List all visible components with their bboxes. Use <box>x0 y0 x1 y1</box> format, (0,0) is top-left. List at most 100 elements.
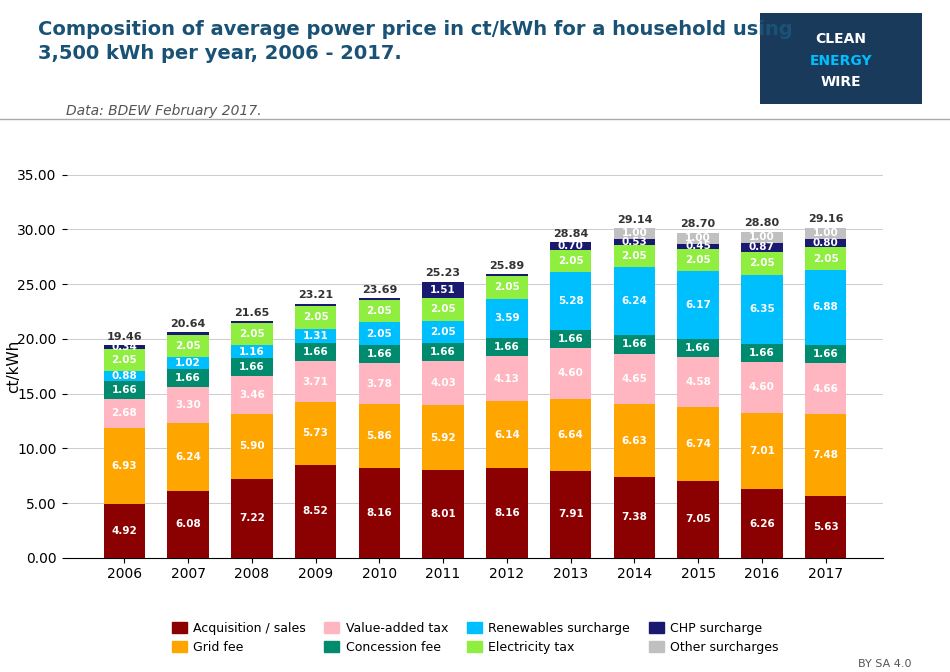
Bar <box>423 321 464 343</box>
Bar <box>805 364 846 414</box>
Bar <box>167 358 209 369</box>
Text: 7.38: 7.38 <box>621 512 647 522</box>
Bar <box>294 304 336 306</box>
Bar <box>104 371 145 380</box>
Bar <box>805 247 846 270</box>
Text: 19.46: 19.46 <box>106 331 142 341</box>
Text: 1.66: 1.66 <box>239 362 265 372</box>
Text: 23.69: 23.69 <box>362 285 397 295</box>
Bar <box>167 423 209 491</box>
Bar <box>614 405 656 477</box>
Text: 6.64: 6.64 <box>558 430 583 440</box>
Text: 1.51: 1.51 <box>430 285 456 295</box>
Text: 5.86: 5.86 <box>367 431 392 442</box>
Bar <box>294 402 336 464</box>
Bar <box>486 468 527 558</box>
Text: 25.89: 25.89 <box>489 261 524 271</box>
Bar <box>486 274 527 276</box>
Text: 0.34: 0.34 <box>111 341 138 351</box>
Text: 1.66: 1.66 <box>175 373 201 383</box>
Text: 1.00: 1.00 <box>813 228 839 238</box>
Bar <box>550 398 591 471</box>
Bar <box>677 339 719 357</box>
Bar <box>423 282 464 298</box>
Bar <box>677 249 719 271</box>
Bar <box>294 329 336 343</box>
Bar <box>741 362 783 413</box>
Text: 23.21: 23.21 <box>298 290 333 300</box>
Bar <box>104 345 145 349</box>
Bar <box>677 407 719 480</box>
Bar <box>741 413 783 489</box>
Text: 6.63: 6.63 <box>621 435 647 446</box>
Bar <box>104 380 145 398</box>
Text: 29.14: 29.14 <box>617 214 652 224</box>
Text: 1.66: 1.66 <box>813 349 839 360</box>
Bar <box>167 369 209 387</box>
Bar <box>805 345 846 364</box>
Bar <box>167 387 209 423</box>
Text: 1.66: 1.66 <box>621 339 647 349</box>
Bar <box>614 267 656 335</box>
Bar <box>614 477 656 558</box>
FancyBboxPatch shape <box>760 13 922 104</box>
Text: 7.22: 7.22 <box>239 513 265 523</box>
Text: 1.66: 1.66 <box>303 347 329 357</box>
Text: 1.66: 1.66 <box>749 348 775 358</box>
Bar <box>231 321 273 323</box>
Text: 6.35: 6.35 <box>749 304 775 314</box>
Text: 2.05: 2.05 <box>111 355 137 365</box>
Bar <box>677 244 719 249</box>
Text: 1.66: 1.66 <box>494 342 520 352</box>
Text: 6.17: 6.17 <box>685 300 711 310</box>
Text: 1.00: 1.00 <box>621 228 647 239</box>
Text: 4.66: 4.66 <box>812 384 839 394</box>
Text: 28.84: 28.84 <box>553 229 588 239</box>
Bar <box>167 332 209 335</box>
Bar <box>359 323 400 345</box>
Text: Data: BDEW February 2017.: Data: BDEW February 2017. <box>66 104 262 118</box>
Text: 7.48: 7.48 <box>812 450 839 460</box>
Bar <box>359 298 400 300</box>
Legend: Acquisition / sales, Grid fee, Value-added tax, Concession fee, Renewables surch: Acquisition / sales, Grid fee, Value-add… <box>166 617 784 659</box>
Bar <box>231 345 273 358</box>
Bar <box>423 362 464 405</box>
Bar <box>677 480 719 558</box>
Text: 1.66: 1.66 <box>558 334 583 344</box>
Text: 2.05: 2.05 <box>239 329 265 339</box>
Text: 1.66: 1.66 <box>111 384 137 394</box>
Text: 2.05: 2.05 <box>367 329 392 339</box>
Bar <box>486 298 527 338</box>
Bar <box>231 358 273 376</box>
Bar <box>486 401 527 468</box>
Bar <box>550 348 591 398</box>
Text: 8.52: 8.52 <box>303 506 329 516</box>
Text: 4.60: 4.60 <box>749 382 775 392</box>
Bar <box>294 306 336 329</box>
Bar <box>614 335 656 353</box>
Text: 29.16: 29.16 <box>808 214 844 224</box>
Bar <box>741 243 783 252</box>
Text: 2.05: 2.05 <box>430 304 456 314</box>
Text: ENERGY: ENERGY <box>809 54 872 68</box>
Text: 0.80: 0.80 <box>813 238 839 248</box>
Bar <box>614 245 656 267</box>
Text: 0.45: 0.45 <box>685 241 711 251</box>
Bar <box>104 398 145 428</box>
Text: 7.91: 7.91 <box>558 509 583 519</box>
Text: 20.64: 20.64 <box>170 319 206 329</box>
Text: 8.16: 8.16 <box>494 508 520 518</box>
Text: 3.71: 3.71 <box>303 376 329 386</box>
Bar <box>231 478 273 558</box>
Bar <box>423 405 464 470</box>
Text: 1.16: 1.16 <box>239 347 265 357</box>
Text: 0.88: 0.88 <box>111 371 137 381</box>
Text: 3.78: 3.78 <box>367 378 392 388</box>
Bar <box>104 504 145 558</box>
Text: 0.87: 0.87 <box>749 243 775 252</box>
Text: 1.02: 1.02 <box>175 358 201 368</box>
Text: 3.46: 3.46 <box>239 390 265 401</box>
Bar <box>294 362 336 402</box>
Text: 3.59: 3.59 <box>494 313 520 323</box>
Bar <box>104 428 145 504</box>
